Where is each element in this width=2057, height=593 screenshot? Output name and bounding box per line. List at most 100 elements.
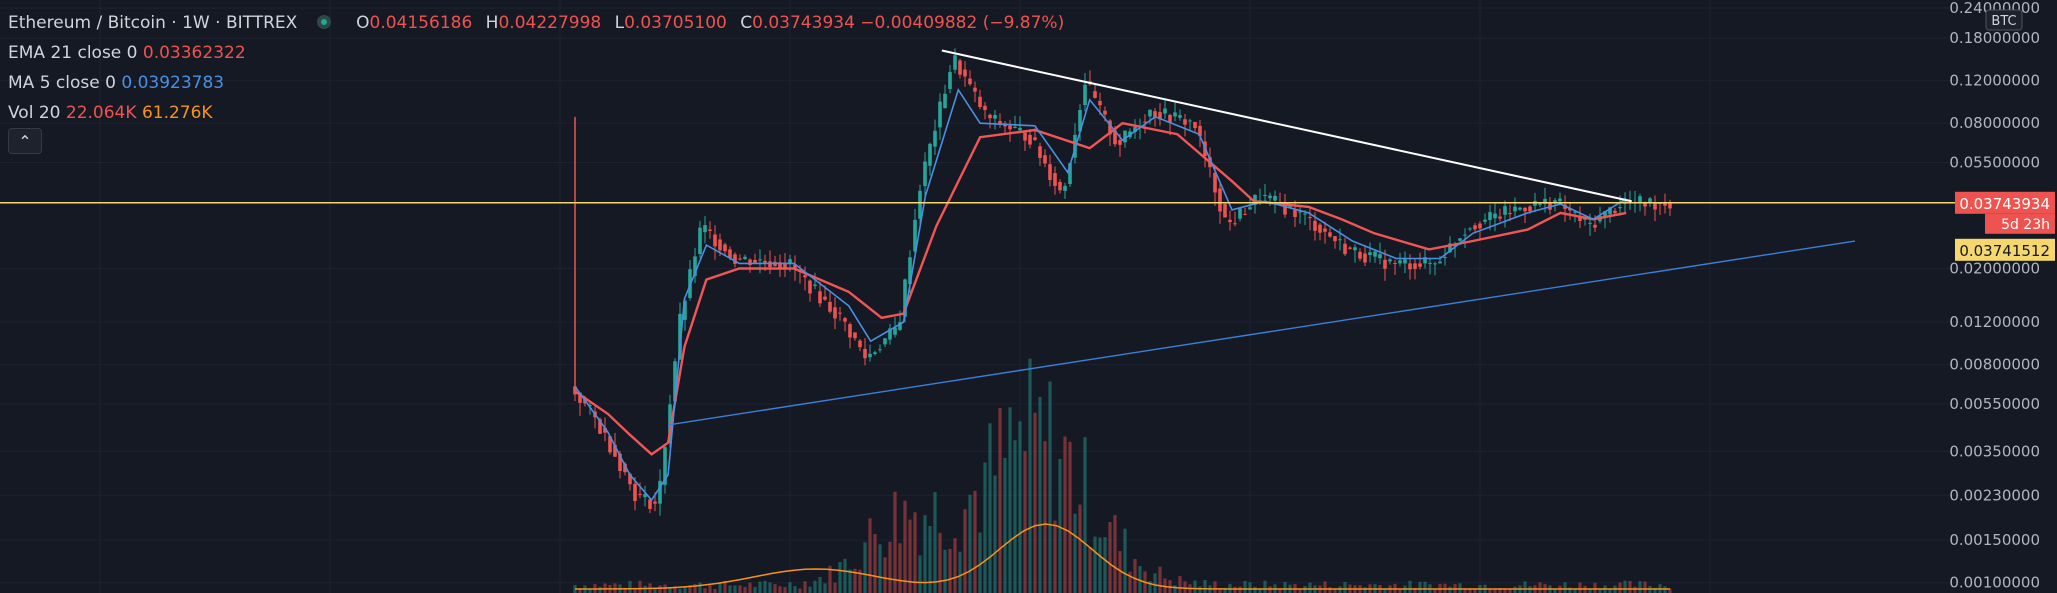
volume-bar: [678, 588, 682, 593]
price-axis[interactable]: [1960, 0, 2057, 593]
candle-body: [1593, 224, 1597, 228]
volume-bar: [598, 586, 602, 593]
candle-body: [1668, 202, 1672, 209]
volume-bar: [1523, 581, 1527, 593]
price-tick-label: 0.00150000: [1949, 531, 2040, 549]
ema-value: 0.03362322: [142, 43, 246, 63]
volume-bar: [808, 586, 812, 593]
collapse-legend-button[interactable]: ⌃: [8, 128, 42, 154]
volume-bar: [1608, 589, 1612, 593]
volume-bar: [1283, 581, 1287, 593]
candle-body: [913, 219, 917, 252]
candle-body: [1063, 185, 1067, 191]
candle-body: [958, 60, 962, 75]
volume-bar: [993, 475, 997, 593]
candle-body: [1013, 126, 1017, 128]
candle-body: [868, 353, 872, 358]
volume-bar: [668, 588, 672, 593]
candle-body: [1443, 257, 1447, 259]
support-trendline[interactable]: [667, 240, 1856, 426]
volume-ma-value: 61.276K: [141, 103, 213, 123]
ema-legend[interactable]: EMA 21 close 0 0.03362322: [8, 38, 1064, 68]
candle-body: [1463, 234, 1467, 236]
interval-label[interactable]: 1W: [182, 13, 210, 33]
volume-bar: [1113, 515, 1117, 593]
symbol-title[interactable]: Ethereum / Bitcoin: [8, 13, 166, 33]
volume-bar: [1343, 582, 1347, 593]
candle-body: [948, 72, 952, 89]
candle-body: [793, 264, 797, 269]
volume-bar: [1053, 520, 1057, 593]
volume-bar: [773, 584, 777, 593]
candle-body: [1493, 213, 1497, 219]
volume-bar: [1153, 573, 1157, 593]
candle-body: [833, 307, 837, 319]
volume-bar: [1013, 440, 1017, 593]
volume-bar: [1568, 587, 1572, 593]
candle-body: [603, 427, 607, 433]
candle-body: [1388, 259, 1392, 262]
chart-legend: Ethereum / Bitcoin · 1W · BITTREX O0.041…: [8, 8, 1064, 128]
volume-bar: [1588, 589, 1592, 593]
ma-legend[interactable]: MA 5 close 0 0.03923783: [8, 68, 1064, 98]
candle-body: [1093, 91, 1097, 98]
volume-bar: [1653, 587, 1657, 593]
volume-bar: [1008, 407, 1012, 593]
candle-body: [943, 93, 947, 109]
volume-bar: [973, 490, 977, 593]
volume-bar: [718, 583, 722, 593]
volume-bar: [803, 581, 807, 593]
volume-bar: [713, 588, 717, 593]
volume-bar: [938, 532, 942, 593]
volume-bar: [1573, 588, 1577, 593]
ma-label: MA 5 close 0: [8, 73, 116, 93]
volume-bar: [728, 585, 732, 593]
candle-body: [808, 280, 812, 294]
candle-body: [598, 419, 602, 434]
candle-body: [908, 257, 912, 285]
candle-body: [1523, 207, 1527, 212]
candle-body: [1118, 140, 1122, 145]
volume-bar: [833, 582, 837, 593]
candle-body: [1113, 130, 1117, 145]
candle-body: [683, 300, 687, 320]
candle-body: [678, 313, 682, 360]
volume-legend[interactable]: Vol 20 22.064K 61.276K: [8, 98, 1064, 128]
volume-bar: [828, 565, 832, 593]
volume-bar: [1058, 459, 1062, 593]
candle-body: [1543, 198, 1547, 204]
volume-bar: [1063, 436, 1067, 593]
candle-body: [783, 262, 787, 268]
volume-bar: [1333, 588, 1337, 593]
resistance-trendline[interactable]: [941, 49, 1632, 203]
candle-body: [873, 352, 877, 355]
volume-bar: [1048, 381, 1052, 593]
volume-bar: [918, 555, 922, 593]
currency-badge-label: BTC: [1991, 14, 2016, 29]
volume-bar: [1323, 581, 1327, 593]
volume-bar: [1328, 587, 1332, 593]
candle-body: [738, 258, 742, 260]
candle-body: [778, 262, 782, 269]
volume-bar: [1398, 588, 1402, 593]
volume-bar: [1598, 589, 1602, 593]
candle-body: [723, 244, 727, 252]
volume-bar: [1248, 582, 1252, 593]
volume-bar: [1263, 580, 1267, 593]
candle-body: [1103, 110, 1107, 115]
candle-body: [1498, 216, 1502, 219]
volume-bar: [1203, 579, 1207, 593]
volume-bar: [1448, 586, 1452, 593]
candle-body: [1108, 120, 1112, 135]
volume-bar: [673, 586, 677, 593]
volume-bar: [788, 582, 792, 593]
volume-bar: [1198, 586, 1202, 593]
volume-bar: [958, 551, 962, 593]
currency-badge: [1985, 9, 2023, 31]
candle-body: [1038, 146, 1042, 158]
volume-bar: [1308, 582, 1312, 593]
price-tick-label: 0.02000000: [1949, 260, 2040, 278]
volume-bar: [913, 512, 917, 593]
